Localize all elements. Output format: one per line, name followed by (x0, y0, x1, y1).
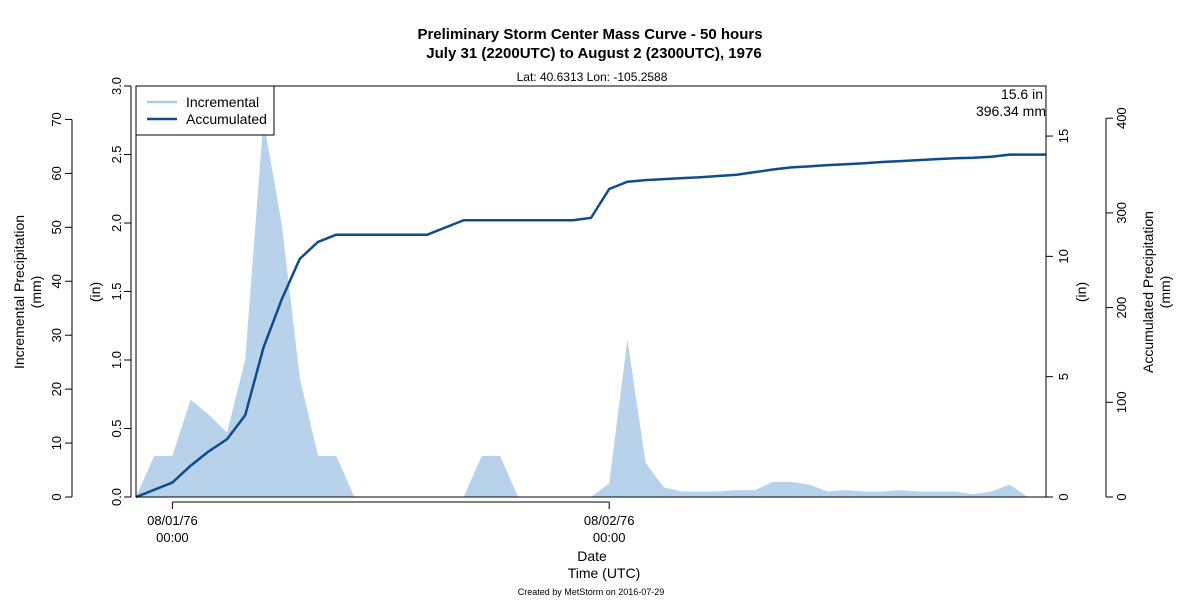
left-inner-axis-tick-label: 1.5 (109, 282, 124, 300)
right-outer-axis: 0 100 200 300 400 (1105, 107, 1129, 501)
legend-label-incremental: Incremental (186, 94, 259, 110)
accumulated-line-layer (135, 153, 1046, 499)
x-axis-label-line2: Time (UTC) (568, 565, 641, 581)
right-outer-axis-label-line1: Accumulated Precipitation (1140, 211, 1156, 373)
left-inner-axis-label: (in) (87, 282, 103, 302)
right-inner-axis-tick-label: 10 (1056, 249, 1071, 263)
left-inner-axis-tick-label: 0.0 (109, 488, 124, 506)
x-axis: 08/01/76 00:00 08/02/76 00:00 (147, 501, 635, 545)
legend: Incremental Accumulated (135, 85, 275, 136)
right-inner-axis: 0 5 10 15 (1045, 129, 1071, 501)
left-outer-axis-tick-label: 50 (49, 220, 64, 234)
left-outer-axis: 0 10 20 30 40 50 60 70 (49, 112, 73, 501)
left-inner-axis-tick-label: 2.5 (109, 145, 124, 163)
left-outer-axis-label-line1: Incremental Precipitation (11, 215, 27, 369)
total-annotation-in: 15.6 in (1001, 86, 1043, 102)
accumulated-line (135, 153, 1046, 499)
chart-title-line1: Preliminary Storm Center Mass Curve - 50… (417, 26, 762, 43)
chart-title-line2: July 31 (2200UTC) to August 2 (2300UTC),… (426, 45, 761, 62)
right-inner-axis-tick-label: 5 (1056, 373, 1071, 380)
left-outer-axis-tick-label: 60 (49, 166, 64, 180)
x-axis-tick-label-time: 00:00 (593, 530, 626, 545)
footer-credit: Created by MetStorm on 2016-07-29 (518, 587, 665, 597)
left-outer-axis-tick-label: 70 (49, 112, 64, 126)
left-inner-axis-tick-label: 3.0 (109, 77, 124, 95)
total-annotation-mm: 396.34 mm (976, 103, 1046, 119)
left-inner-axis-tick-label: 2.0 (109, 214, 124, 232)
left-outer-axis-tick-label: 40 (49, 274, 64, 288)
right-inner-axis-tick-label: 0 (1056, 493, 1071, 500)
x-axis-tick-label-date: 08/02/76 (584, 513, 635, 528)
left-outer-axis-tick-label: 20 (49, 382, 64, 396)
left-outer-axis-label-line2: (mm) (28, 276, 44, 309)
right-inner-axis-tick-label: 15 (1056, 129, 1071, 143)
left-outer-axis-tick-label: 30 (49, 328, 64, 342)
x-axis-tick-label-date: 08/01/76 (147, 513, 198, 528)
legend-label-accumulated: Accumulated (186, 111, 267, 127)
chart-subtitle: Lat: 40.6313 Lon: -105.2588 (517, 70, 668, 84)
x-axis-tick-label-time: 00:00 (156, 530, 189, 545)
right-outer-axis-tick-label: 200 (1114, 297, 1129, 319)
legend-box (135, 85, 275, 136)
left-inner-axis-tick-label: 0.5 (109, 419, 124, 437)
x-axis-label-line1: Date (577, 548, 607, 564)
left-inner-axis: 0.0 0.5 1.0 1.5 2.0 2.5 3.0 (109, 77, 132, 506)
left-outer-axis-tick-label: 0 (49, 493, 64, 500)
right-outer-axis-tick-label: 300 (1114, 202, 1129, 224)
right-inner-axis-label: (in) (1073, 282, 1089, 302)
incremental-area-layer (136, 120, 1046, 497)
right-outer-axis-tick-label: 0 (1114, 493, 1129, 500)
right-outer-axis-tick-label: 100 (1114, 391, 1129, 413)
right-outer-axis-tick-label: 400 (1114, 107, 1129, 129)
left-outer-axis-tick-label: 10 (49, 436, 64, 450)
incremental-area (136, 120, 1046, 497)
right-outer-axis-label-line2: (mm) (1157, 276, 1173, 309)
left-inner-axis-tick-label: 1.0 (109, 351, 124, 369)
